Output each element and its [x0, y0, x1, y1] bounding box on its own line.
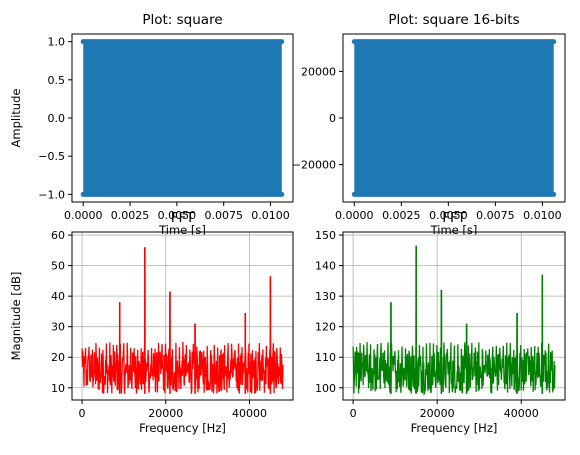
signal-low-markers: [80, 191, 285, 197]
x-axis-label: Time [s]: [430, 223, 478, 237]
y-tick-label: −1.0: [38, 188, 65, 201]
x-tick-label: 0.0050: [429, 209, 468, 222]
x-axis-label: Time [s]: [158, 223, 206, 237]
y-tick-label: 140: [315, 260, 336, 273]
y-tick-label: 10: [51, 382, 65, 395]
y-axis-label: Magnitude [dB]: [9, 272, 23, 361]
x-tick-label: 0.0075: [476, 209, 515, 222]
y-tick-label: 110: [315, 351, 336, 364]
plot-area-2: [72, 232, 293, 400]
fft-series-line: [81, 247, 284, 394]
plot-area-0: [80, 39, 285, 197]
plot-area-1: [351, 39, 557, 197]
y-tick-label: 1.0: [48, 36, 66, 49]
plot-area-3: [343, 232, 565, 400]
x-tick-label: 40000: [504, 407, 539, 420]
x-tick-label: 0.0075: [204, 209, 243, 222]
y-axis-label: Amplitude: [9, 89, 23, 148]
y-tick-label: −20000: [292, 159, 336, 172]
y-tick-label: 20000: [301, 65, 336, 78]
signal-fill: [83, 41, 282, 195]
chart-title: FFT: [171, 210, 195, 226]
x-axis-label: Frequency [Hz]: [411, 421, 498, 435]
x-tick-label: 0.0050: [158, 209, 197, 222]
y-tick-label: 0: [329, 112, 336, 125]
axes-frame: [342, 231, 566, 401]
x-axis-label: Frequency [Hz]: [139, 421, 226, 435]
y-tick-label: 60: [51, 229, 65, 242]
x-tick-label: 0: [79, 407, 86, 420]
x-tick-label: 0.0025: [382, 209, 421, 222]
x-tick-label: 0.0100: [251, 209, 290, 222]
signal-high-markers: [80, 39, 285, 45]
y-tick-label: 100: [315, 382, 336, 395]
chart-title: FFT: [442, 210, 466, 226]
signal-fill: [354, 41, 554, 195]
y-tick-label: 0.0: [48, 112, 66, 125]
y-tick-label: 130: [315, 290, 336, 303]
y-tick-label: −0.5: [38, 150, 65, 163]
signal-low-markers: [351, 191, 557, 197]
y-tick-label: 50: [51, 260, 65, 273]
y-tick-label: 0.5: [48, 74, 66, 87]
y-tick-label: 150: [315, 229, 336, 242]
fft-series-line: [352, 245, 556, 396]
axes-frame: [71, 231, 294, 401]
x-tick-label: 0.0000: [335, 209, 374, 222]
signal-high-markers: [351, 39, 557, 45]
chart-title: Plot: square: [142, 12, 222, 28]
x-tick-label: 0: [350, 407, 357, 420]
y-tick-label: 20: [51, 351, 65, 364]
x-tick-label: 20000: [148, 407, 183, 420]
x-tick-label: 0.0025: [111, 209, 150, 222]
x-tick-label: 20000: [420, 407, 455, 420]
x-tick-label: 40000: [232, 407, 267, 420]
x-tick-label: 0.0000: [64, 209, 103, 222]
y-tick-label: 40: [51, 290, 65, 303]
chart-title: Plot: square 16-bits: [388, 12, 519, 28]
y-tick-label: 120: [315, 321, 336, 334]
x-tick-label: 0.0100: [523, 209, 562, 222]
y-tick-label: 30: [51, 321, 65, 334]
